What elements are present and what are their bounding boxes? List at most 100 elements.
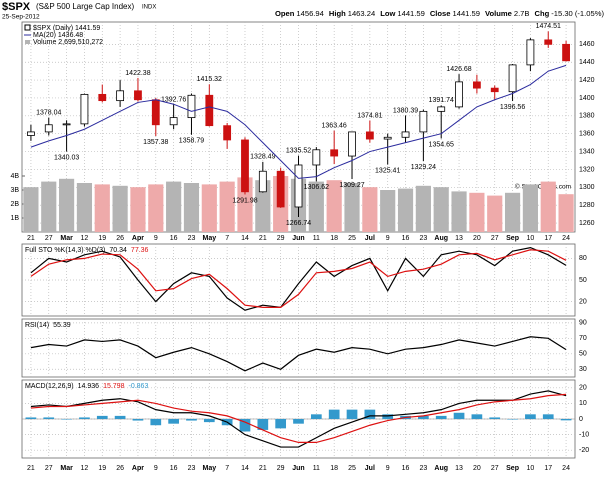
high-label: 1380.39 <box>393 107 418 114</box>
candle-body <box>294 164 303 208</box>
candle-body <box>437 106 446 112</box>
line <box>30 390 567 448</box>
x-tick-label: 17 <box>544 465 552 472</box>
candle-body <box>365 131 374 140</box>
panel-title: MACD(12,26,9) <box>25 383 74 390</box>
low-label: 1340.03 <box>54 154 79 161</box>
candle-body <box>80 93 89 125</box>
low-label: 1325.41 <box>375 167 400 174</box>
x-tick-label: 14 <box>241 465 249 472</box>
y-tick-label: 1260 <box>579 220 595 227</box>
histogram-bar <box>525 414 536 419</box>
high-label: 1378.04 <box>36 109 61 116</box>
x-tick-label: 16 <box>170 235 178 242</box>
y2-tick-label: 2B <box>10 201 19 208</box>
y2-tick-label: 3B <box>10 187 19 194</box>
x-tick-label: Jul <box>365 235 375 242</box>
histogram-bar <box>132 419 144 421</box>
x-tick-label: 16 <box>170 465 178 472</box>
histogram-bar <box>364 409 376 419</box>
volume-bar <box>522 184 538 232</box>
low-label: 1291.98 <box>232 197 257 204</box>
y-tick-label: -20 <box>579 447 589 454</box>
x-tick-label: 11 <box>313 235 320 242</box>
y-tick-label: 1360 <box>579 131 595 138</box>
x-tick-label: 7 <box>225 465 229 472</box>
x-tick-label: 26 <box>116 465 124 472</box>
candle-body <box>276 170 285 208</box>
line <box>30 393 567 443</box>
volume-bar <box>255 180 271 232</box>
high-label: 1363.46 <box>322 122 347 129</box>
x-tick-label: 19 <box>98 465 106 472</box>
x-tick-label: May <box>202 465 216 472</box>
high-label: 1422.38 <box>125 70 150 77</box>
x-tick-label: 12 <box>81 465 89 472</box>
line <box>30 249 567 308</box>
candle-body <box>27 131 35 136</box>
histogram-bar <box>114 415 126 419</box>
y-tick-label: 1420 <box>579 77 595 84</box>
candle-body <box>348 131 356 157</box>
x-tick-label: 27 <box>45 465 53 472</box>
y-tick-label: 20 <box>579 298 587 305</box>
candle-body <box>526 39 535 66</box>
volume-bar <box>504 192 521 232</box>
volume-bar <box>415 185 431 232</box>
x-tick-label: 20 <box>473 235 481 242</box>
x-tick-label: 18 <box>330 235 338 242</box>
candle-body <box>223 125 232 141</box>
candle-body <box>205 94 214 127</box>
y-tick-label: 50 <box>579 351 587 358</box>
x-tick-label: 18 <box>330 465 338 472</box>
candle-body <box>98 93 107 102</box>
stat-value: 1441.59 <box>453 9 480 18</box>
y-tick-label: -10 <box>579 431 589 438</box>
x-tick-label: 21 <box>27 465 35 472</box>
histogram-bar <box>489 417 501 419</box>
y-tick-label: 30 <box>579 366 587 373</box>
legend-label: $SPX (Daily) 1441.59 <box>33 25 100 32</box>
histogram-bar <box>542 414 554 419</box>
low-label: 1354.65 <box>429 141 454 148</box>
candle-body <box>312 149 321 166</box>
candle-body <box>116 90 125 102</box>
histogram-bar <box>186 419 197 421</box>
x-tick-label: 25 <box>348 465 356 472</box>
chart-subtitle: (S&P 500 Large Cap Index) <box>36 2 134 11</box>
x-tick-label: 23 <box>419 235 427 242</box>
volume-bar <box>433 187 449 232</box>
x-tick-label: 20 <box>473 465 481 472</box>
histogram-bar <box>25 417 37 419</box>
y-tick-label: 10 <box>579 400 587 407</box>
volume-bar <box>76 183 93 232</box>
histogram-bar <box>560 419 572 421</box>
x-tick-label: Aug <box>434 235 448 242</box>
x-tick-label: 27 <box>45 235 53 242</box>
volume-bar <box>130 187 146 232</box>
x-tick-label: 14 <box>241 235 249 242</box>
high-label: 1328.49 <box>250 154 275 161</box>
candle-body <box>419 110 428 133</box>
x-tick-label: 23 <box>188 465 196 472</box>
stat-label: Open <box>275 9 295 18</box>
low-label: 1266.74 <box>286 220 311 227</box>
x-tick-label: 27 <box>491 235 499 242</box>
x-tick-label: Apr <box>132 235 144 242</box>
histogram-bar <box>61 419 72 420</box>
candle-body <box>169 117 178 126</box>
stat-label: Volume <box>485 9 512 18</box>
y-tick-label: 0 <box>579 416 583 423</box>
low-label: 1358.79 <box>179 138 204 145</box>
volume-bar <box>166 181 182 232</box>
candle-body <box>383 136 392 140</box>
candle-body <box>134 90 142 101</box>
panel-legend: Full STO %K(14,3) %D(3) 70.34 77.36 <box>25 247 149 254</box>
high-label: 1392.76 <box>161 96 186 103</box>
histogram-bar <box>328 409 340 419</box>
histogram-bar <box>346 409 358 419</box>
x-tick-label: Jul <box>365 465 375 472</box>
exchange: INDX <box>142 5 156 11</box>
x-tick-label: 11 <box>313 465 320 472</box>
legend-value: 14.936 <box>78 383 100 390</box>
